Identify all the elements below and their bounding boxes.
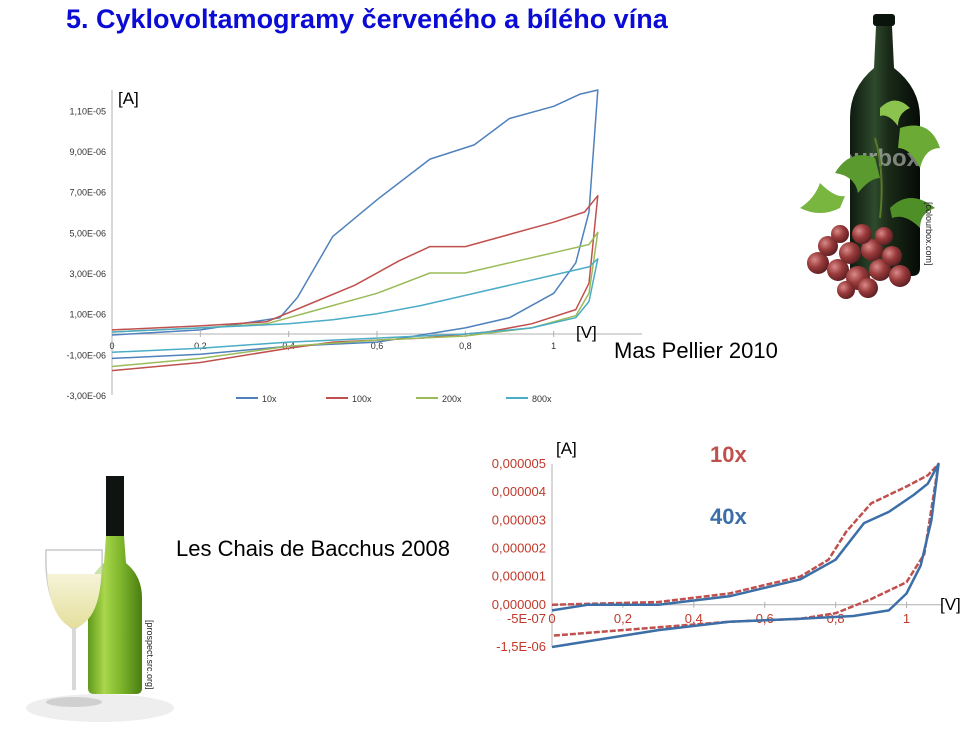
white-wine-label: Les Chais de Bacchus 2008: [176, 536, 450, 561]
x-tick-label: 0,8: [459, 341, 472, 351]
y-tick-label: 0,000004: [492, 484, 546, 499]
slide-title: 5. Cyklovoltamogramy červeného a bílého …: [66, 4, 668, 34]
series-line-40x: [551, 462, 940, 649]
series-annotation-40x: 40x: [710, 504, 747, 529]
white-wine-bottle-illustration: [26, 476, 174, 722]
y-tick-label: 9,00E-06: [69, 147, 106, 157]
y-tick-label: 0,000000: [492, 597, 546, 612]
white-wine-image-credit: [prospect.src.org]: [145, 620, 155, 690]
series-line-100x: [111, 194, 599, 372]
x-tick-label: 0,4: [685, 611, 703, 626]
y-tick-label: -3,00E-06: [66, 391, 106, 401]
y-tick-label: -1,5E-06: [496, 639, 546, 654]
y-tick-label: 7,00E-06: [69, 188, 106, 198]
x-axis-unit-label: [V]: [576, 323, 597, 342]
legend-label-200x: 200x: [442, 394, 462, 404]
y-axis-unit-label: [A]: [118, 89, 139, 108]
y-tick-label: -5E-07: [507, 611, 546, 626]
x-tick-label: 0: [548, 611, 555, 626]
x-tick-label: 0,6: [756, 611, 774, 626]
y-tick-label: 5,00E-06: [69, 228, 106, 238]
x-tick-label: 1: [903, 611, 910, 626]
series-line-200x: [111, 231, 599, 368]
y-tick-label: 0,000001: [492, 569, 546, 584]
red-wine-bottle-illustration: Colourbox: [800, 14, 940, 299]
y-tick-label: 0,000005: [492, 456, 546, 471]
x-tick-label: 0,2: [614, 611, 632, 626]
legend-label-10x: 10x: [262, 394, 277, 404]
series-annotation-10x: 10x: [710, 442, 747, 467]
series-line-10x: [551, 462, 940, 637]
white-wine-voltammogram: 0,000005 0,000004 0,000003 0,000002 0,000001…: [492, 439, 960, 654]
x-tick-label: 0,8: [827, 611, 845, 626]
y-tick-label: 1,10E-05: [69, 106, 106, 116]
x-tick-label: 0,2: [194, 341, 207, 351]
legend-label-800x: 800x: [532, 394, 552, 404]
y-tick-label: 1,00E-06: [69, 310, 106, 320]
y-tick-label: 0,000002: [492, 540, 546, 555]
x-tick-label: 0,6: [371, 341, 384, 351]
series-line-800x: [111, 258, 599, 354]
x-tick-label: 0: [109, 341, 114, 351]
series-line-10x: [111, 89, 599, 360]
red-wine-label: Mas Pellier 2010: [614, 338, 778, 363]
y-tick-label: 3,00E-06: [69, 269, 106, 279]
legend-label-100x: 100x: [352, 394, 372, 404]
y-tick-label: 0,000003: [492, 512, 546, 527]
y-axis-unit-label: [A]: [556, 439, 577, 458]
red-wine-image-credit: [colourbox.com]: [924, 202, 934, 266]
red-wine-voltammogram: 1,10E-05 9,00E-06 7,00E-06 5,00E-06 3,00E-06…: [66, 89, 642, 404]
y-tick-label: -1,00E-06: [66, 350, 106, 360]
x-axis-unit-label: [V]: [940, 595, 960, 614]
x-tick-label: 1: [551, 341, 556, 351]
